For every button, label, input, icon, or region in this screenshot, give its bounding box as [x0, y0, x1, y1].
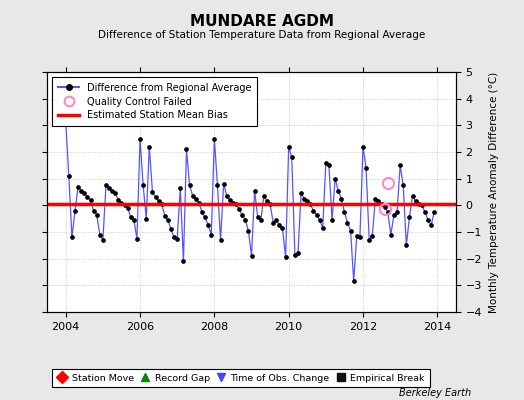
Text: Difference of Station Temperature Data from Regional Average: Difference of Station Temperature Data f… — [99, 30, 425, 40]
Text: Berkeley Earth: Berkeley Earth — [399, 388, 472, 398]
Text: MUNDARE AGDM: MUNDARE AGDM — [190, 14, 334, 29]
Legend: Difference from Regional Average, Quality Control Failed, Estimated Station Mean: Difference from Regional Average, Qualit… — [52, 77, 257, 126]
Y-axis label: Monthly Temperature Anomaly Difference (°C): Monthly Temperature Anomaly Difference (… — [489, 71, 499, 313]
Legend: Station Move, Record Gap, Time of Obs. Change, Empirical Break: Station Move, Record Gap, Time of Obs. C… — [52, 369, 430, 387]
